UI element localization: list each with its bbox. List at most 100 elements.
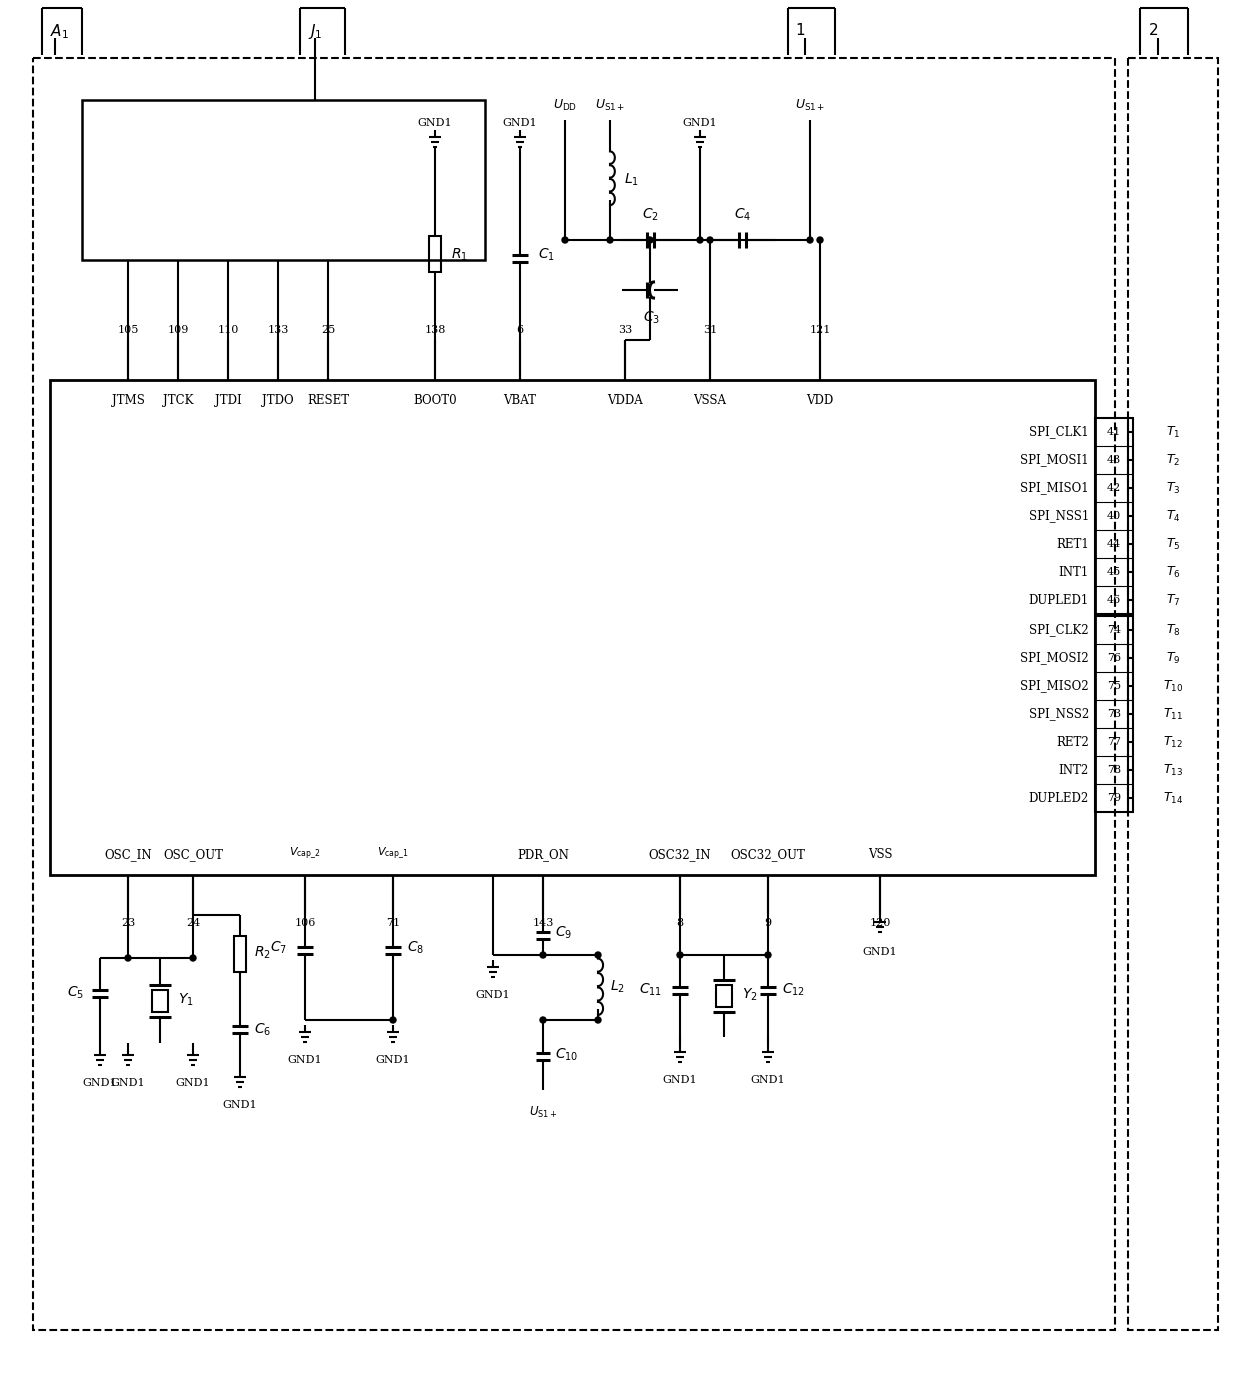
Text: RESET: RESET [308, 394, 350, 407]
Text: $R_1$: $R_1$ [451, 246, 467, 263]
Text: 9: 9 [764, 918, 771, 929]
Text: GND1: GND1 [502, 118, 537, 127]
Text: 44: 44 [1107, 538, 1121, 549]
Text: $T_4$: $T_4$ [1166, 508, 1180, 523]
Text: $U_{\rm S1+}$: $U_{\rm S1+}$ [595, 98, 625, 113]
Text: VSSA: VSSA [693, 394, 727, 407]
Text: GND1: GND1 [176, 1078, 211, 1088]
Text: 42: 42 [1107, 483, 1121, 493]
Text: 77: 77 [1107, 738, 1121, 747]
Bar [1128, 58, 1218, 1330]
Text: JTDI: JTDI [215, 394, 242, 407]
Text: SPI_CLK1: SPI_CLK1 [1029, 425, 1089, 439]
Text: 78: 78 [1107, 765, 1121, 775]
Text: $T_{10}$: $T_{10}$ [1163, 678, 1183, 693]
Text: SPI_MOSI2: SPI_MOSI2 [1021, 652, 1089, 664]
Circle shape [817, 237, 823, 244]
Text: 109: 109 [167, 325, 188, 335]
Text: $U_{\rm DD}$: $U_{\rm DD}$ [553, 98, 577, 113]
Text: 31: 31 [703, 325, 717, 335]
Text: $C_{10}$: $C_{10}$ [556, 1046, 578, 1063]
Text: $1$: $1$ [795, 22, 805, 37]
Text: $T_9$: $T_9$ [1166, 650, 1180, 666]
Text: VDDA: VDDA [608, 394, 642, 407]
Text: 106: 106 [294, 918, 316, 929]
Text: $T_{12}$: $T_{12}$ [1163, 735, 1183, 750]
Text: $Y_2$: $Y_2$ [742, 987, 758, 1003]
Text: $T_5$: $T_5$ [1166, 537, 1180, 552]
Text: 8: 8 [677, 918, 683, 929]
Text: 6: 6 [516, 325, 523, 335]
Text: 71: 71 [386, 918, 401, 929]
Text: 75: 75 [1107, 681, 1121, 691]
Bar [1095, 418, 1133, 614]
Text: $T_2$: $T_2$ [1166, 453, 1180, 468]
Bar [50, 381, 1095, 875]
Text: 46: 46 [1107, 595, 1121, 605]
Circle shape [539, 952, 546, 958]
Text: 143: 143 [532, 918, 554, 929]
Text: 74: 74 [1107, 626, 1121, 635]
Text: RET1: RET1 [1056, 537, 1089, 551]
Text: $C_3$: $C_3$ [644, 310, 661, 327]
Text: INT1: INT1 [1059, 566, 1089, 579]
Text: GND1: GND1 [750, 1075, 785, 1085]
Text: 105: 105 [118, 325, 139, 335]
Text: $C_9$: $C_9$ [556, 925, 572, 941]
Text: $C_1$: $C_1$ [538, 246, 556, 263]
Circle shape [697, 237, 703, 244]
Text: $A_1$: $A_1$ [50, 22, 69, 40]
Text: $T_{14}$: $T_{14}$ [1163, 790, 1183, 805]
Text: $C_7$: $C_7$ [270, 940, 286, 956]
Text: 110: 110 [217, 325, 238, 335]
Text: GND1: GND1 [863, 947, 898, 956]
Circle shape [595, 952, 601, 958]
Text: 121: 121 [810, 325, 831, 335]
Bar [82, 100, 485, 260]
Text: 33: 33 [618, 325, 632, 335]
Text: $C_2$: $C_2$ [641, 206, 658, 223]
Text: GND1: GND1 [223, 1100, 258, 1110]
Text: $L_2$: $L_2$ [610, 978, 625, 995]
Text: DUPLED1: DUPLED1 [1029, 594, 1089, 606]
Text: 40: 40 [1107, 511, 1121, 520]
Text: $Y_1$: $Y_1$ [179, 992, 193, 1008]
Text: SPI_CLK2: SPI_CLK2 [1029, 624, 1089, 637]
Text: $T_7$: $T_7$ [1166, 592, 1180, 608]
Text: $T_6$: $T_6$ [1166, 565, 1180, 580]
Text: GND1: GND1 [110, 1078, 145, 1088]
Text: $V_{\rm cap\_2}$: $V_{\rm cap\_2}$ [289, 846, 321, 861]
Text: 45: 45 [1107, 567, 1121, 577]
Text: $L_1$: $L_1$ [624, 172, 639, 188]
Text: $C_{11}$: $C_{11}$ [639, 981, 662, 998]
Bar [715, 985, 732, 1008]
Text: 79: 79 [1107, 793, 1121, 803]
Text: $V_{\rm cap\_1}$: $V_{\rm cap\_1}$ [377, 846, 409, 861]
Text: $J_1$: $J_1$ [308, 22, 322, 42]
Text: VDD: VDD [806, 394, 833, 407]
Text: 133: 133 [268, 325, 289, 335]
Circle shape [539, 1017, 546, 1023]
Text: GND1: GND1 [288, 1055, 322, 1066]
Text: DUPLED2: DUPLED2 [1029, 792, 1089, 804]
Text: JTDO: JTDO [262, 394, 294, 407]
Text: 76: 76 [1107, 653, 1121, 663]
Text: JTMS: JTMS [112, 394, 144, 407]
Text: 23: 23 [120, 918, 135, 929]
Circle shape [595, 1017, 601, 1023]
Text: $C_5$: $C_5$ [67, 985, 84, 1001]
Text: $2$: $2$ [1148, 22, 1158, 37]
Text: OSC_OUT: OSC_OUT [162, 848, 223, 861]
Text: $U_{\rm S1+}$: $U_{\rm S1+}$ [528, 1104, 557, 1120]
Text: $C_{12}$: $C_{12}$ [782, 981, 805, 998]
Text: RET2: RET2 [1056, 735, 1089, 749]
Text: $C_8$: $C_8$ [407, 940, 424, 956]
Text: GND1: GND1 [683, 118, 717, 127]
Circle shape [125, 955, 131, 960]
Text: VBAT: VBAT [503, 394, 537, 407]
Text: GND1: GND1 [662, 1075, 697, 1085]
Text: OSC32_OUT: OSC32_OUT [730, 848, 806, 861]
Text: 24: 24 [186, 918, 200, 929]
Text: BOOT0: BOOT0 [413, 394, 456, 407]
Text: $T_{13}$: $T_{13}$ [1163, 763, 1183, 778]
